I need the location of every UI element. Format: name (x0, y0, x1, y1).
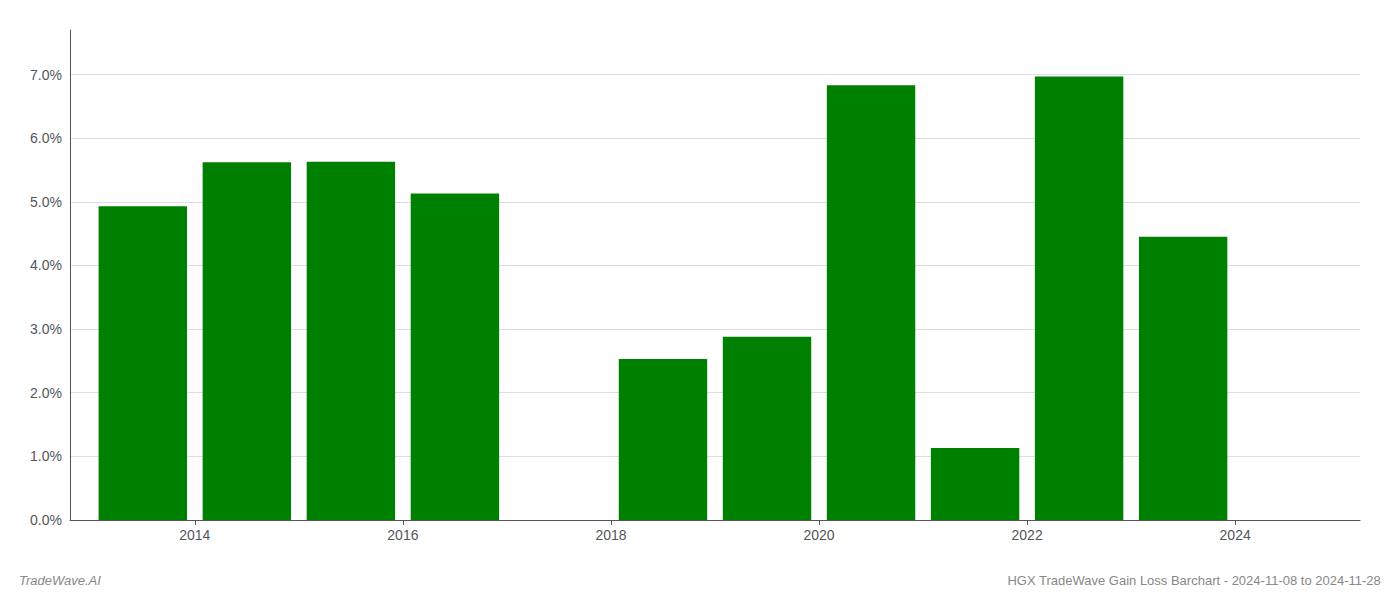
svg-text:2.0%: 2.0% (30, 385, 62, 401)
svg-text:2014: 2014 (179, 527, 210, 543)
svg-text:HGX TradeWave Gain Loss Barcha: HGX TradeWave Gain Loss Barchart - 2024-… (1007, 573, 1380, 588)
svg-text:2018: 2018 (595, 527, 626, 543)
svg-text:2020: 2020 (803, 527, 834, 543)
svg-text:0.0%: 0.0% (30, 512, 62, 528)
svg-text:5.0%: 5.0% (30, 194, 62, 210)
svg-text:TradeWave.AI: TradeWave.AI (19, 573, 101, 588)
svg-text:7.0%: 7.0% (30, 67, 62, 83)
svg-text:2022: 2022 (1012, 527, 1043, 543)
svg-text:2024: 2024 (1220, 527, 1251, 543)
svg-text:3.0%: 3.0% (30, 321, 62, 337)
svg-text:4.0%: 4.0% (30, 257, 62, 273)
svg-text:1.0%: 1.0% (30, 448, 62, 464)
svg-text:2016: 2016 (387, 527, 418, 543)
svg-text:6.0%: 6.0% (30, 130, 62, 146)
